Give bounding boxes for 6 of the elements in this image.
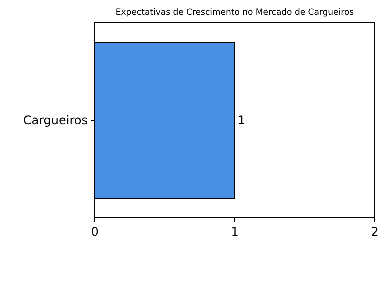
- y-tick-label: Cargueiros: [23, 114, 88, 128]
- chart-title: Expectativas de Crescimento no Mercado de Cargueiros: [116, 8, 355, 18]
- x-tick-label: 2: [371, 225, 379, 239]
- x-tick-label: 0: [91, 225, 99, 239]
- data-label: 1: [238, 114, 246, 128]
- x-tick-label: 1: [231, 225, 239, 239]
